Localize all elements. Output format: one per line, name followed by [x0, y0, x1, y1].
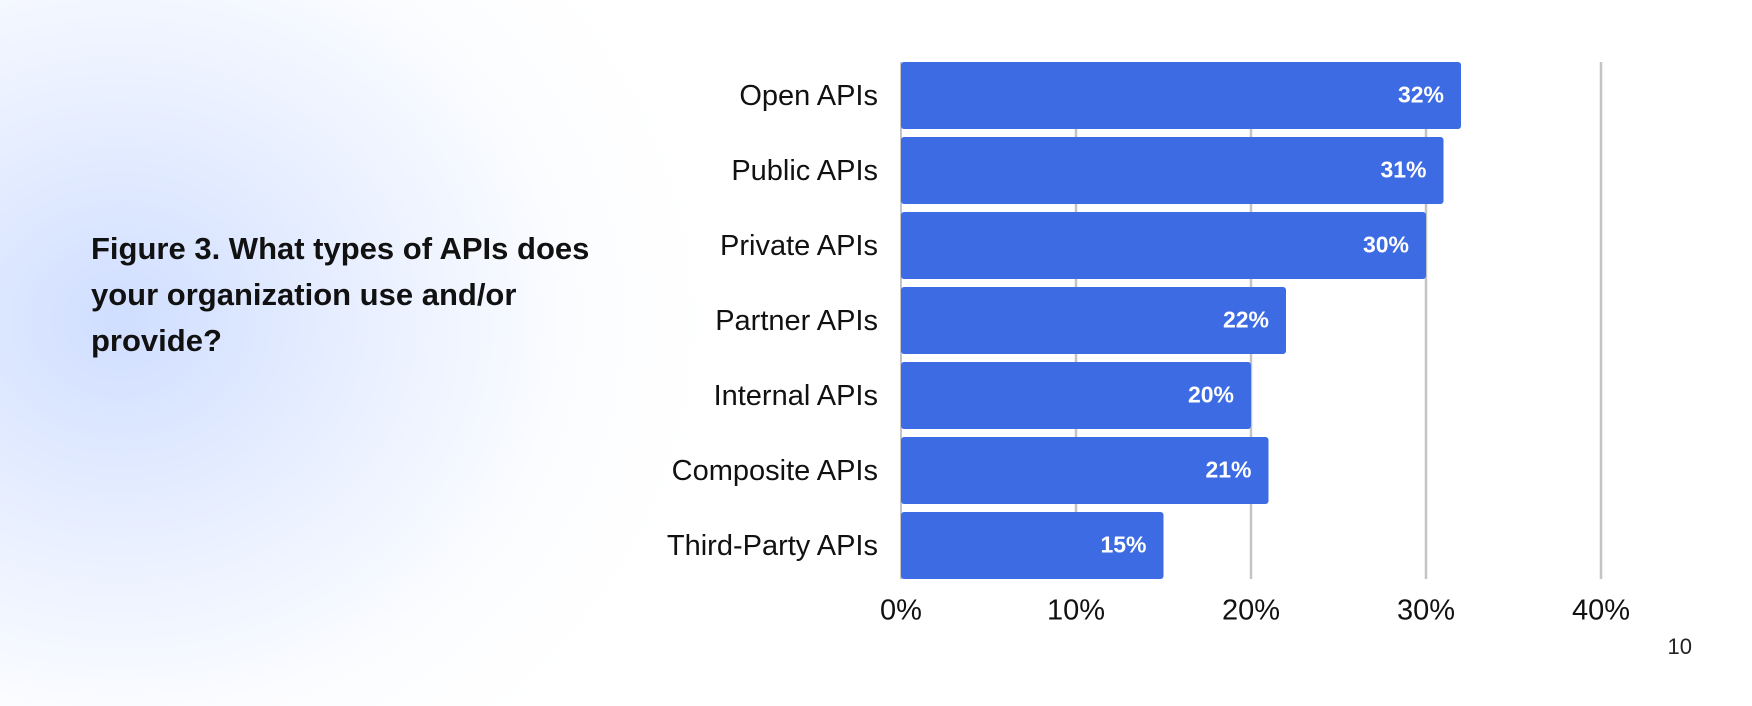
bar-value-label: 31%	[1380, 157, 1426, 183]
category-label: Private APIs	[720, 230, 878, 262]
category-label: Public APIs	[731, 155, 878, 187]
category-label: Partner APIs	[715, 305, 878, 337]
bar-composite-apis	[901, 437, 1269, 504]
x-axis-ticks: 0% 10% 20% 30% 40%	[880, 595, 1630, 627]
bars: 32% 31% 30% 22% 20% 21% 15%	[901, 62, 1461, 579]
category-label: Third-Party APIs	[667, 530, 878, 562]
bar-public-apis	[901, 137, 1444, 204]
figure-title: Figure 3. What types of APIs does your o…	[91, 231, 590, 358]
bar-value-label: 20%	[1188, 382, 1234, 408]
bar-value-label: 22%	[1223, 307, 1269, 333]
bar-partner-apis	[901, 287, 1286, 354]
x-tick-label: 40%	[1572, 595, 1630, 627]
category-label: Internal APIs	[714, 380, 878, 412]
bar-value-label: 21%	[1205, 457, 1251, 483]
bar-value-label: 15%	[1100, 532, 1146, 558]
bar-value-label: 30%	[1363, 232, 1409, 258]
category-label: Open APIs	[739, 80, 878, 112]
bar-private-apis	[901, 212, 1426, 279]
x-tick-label: 20%	[1222, 595, 1280, 627]
bar-value-label: 32%	[1398, 82, 1444, 108]
bar-third-party-apis	[901, 512, 1164, 579]
category-labels: Open APIs Public APIs Private APIs Partner …	[667, 80, 878, 562]
page-number: 10	[1667, 634, 1692, 659]
bar-open-apis	[901, 62, 1461, 129]
x-tick-label: 10%	[1047, 595, 1105, 627]
bar-internal-apis	[901, 362, 1251, 429]
x-tick-label: 30%	[1397, 595, 1455, 627]
category-label: Composite APIs	[672, 455, 878, 487]
x-tick-label: 0%	[880, 595, 922, 627]
